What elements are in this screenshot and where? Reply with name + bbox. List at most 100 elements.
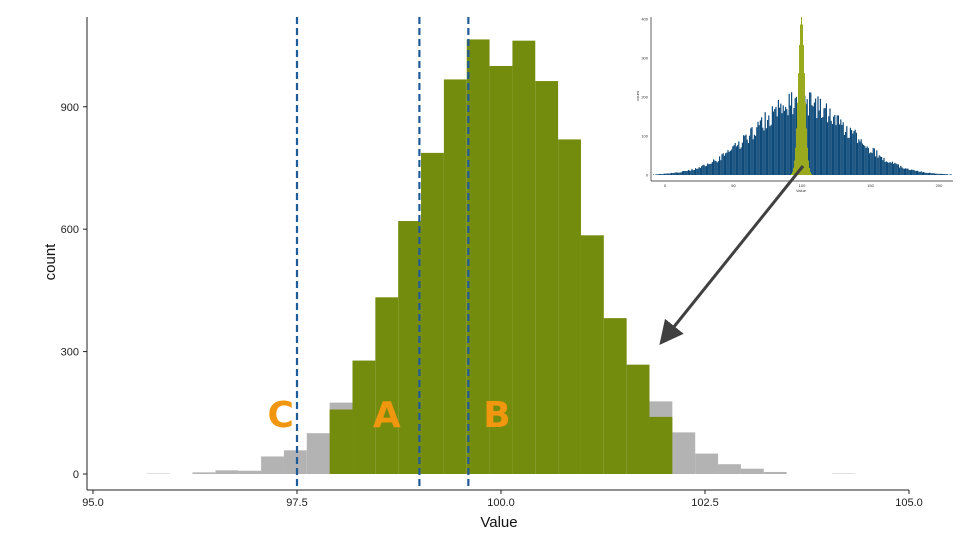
inset-wide-bar — [869, 153, 871, 175]
inset-wide-bar — [822, 117, 824, 175]
inset-wide-bar — [653, 174, 655, 175]
inset-wide-bar — [859, 141, 861, 175]
inset-wide-bar — [914, 170, 916, 175]
inset-wide-bar — [707, 163, 709, 175]
inset-wide-bar — [693, 169, 695, 175]
inset-wide-bar — [833, 116, 835, 175]
inset-wide-bar — [881, 156, 883, 175]
inset-wide-bar — [861, 143, 863, 175]
inset-wide-bar — [908, 169, 910, 175]
inset-wide-bar — [714, 160, 716, 175]
inset-wide-bar — [763, 130, 765, 175]
inset-wide-bar — [849, 127, 851, 175]
inset-wide-bar — [909, 170, 911, 175]
inset-x-ticks: 0 50 100 150 200 — [664, 183, 943, 188]
inset-wide-bar — [669, 173, 671, 175]
green-bar — [512, 40, 536, 474]
inset-wide-bar — [695, 168, 697, 175]
y-tick-label: 900 — [61, 102, 79, 114]
inset-wide-bar — [678, 172, 680, 175]
inset-wide-bar — [887, 162, 889, 175]
inset-y-tick-label: 0 — [646, 173, 649, 178]
inset-wide-bar — [925, 172, 927, 175]
inset-wide-bar — [666, 173, 668, 175]
inset-wide-bar — [674, 172, 676, 175]
inset-wide-bar — [671, 172, 673, 175]
inset-wide-bar — [843, 134, 845, 175]
inset-wide-bar — [845, 131, 847, 175]
inset-wide-bar — [667, 173, 669, 175]
inset-wide-bar — [939, 173, 941, 175]
inset-wide-bar — [696, 169, 698, 175]
inset-y-tick-label: 200 — [641, 95, 648, 100]
inset-wide-bar — [660, 174, 662, 175]
inset-wide-bar — [765, 128, 767, 175]
inset-wide-bar — [930, 173, 932, 175]
inset-wide-bar — [685, 170, 687, 175]
inset-x-tick-label: 50 — [731, 183, 736, 188]
y-axis-title: count — [42, 243, 59, 281]
inset-wide-bar — [745, 134, 747, 175]
grey-bar — [215, 470, 239, 474]
inset-wide-bar — [773, 111, 775, 175]
inset-wide-bar — [726, 152, 728, 175]
inset-wide-bar — [872, 147, 874, 175]
inset-wide-bar — [935, 173, 937, 175]
inset-wide-bar — [918, 171, 920, 175]
inset-narrow-bar — [791, 173, 792, 175]
green-bar — [558, 139, 581, 475]
inset-narrow-bar — [809, 168, 810, 175]
inset-narrow-bar — [796, 128, 797, 175]
inset-wide-bar — [865, 148, 867, 175]
inset-wide-bar — [941, 173, 943, 175]
inset-wide-bar — [819, 98, 821, 175]
inset-narrow-bar — [808, 160, 809, 175]
inset-wide-bar — [817, 96, 819, 175]
inset-x-tick-label: 200 — [936, 183, 943, 188]
inset-wide-bar — [821, 117, 823, 175]
inset-wide-bar — [758, 125, 760, 175]
inset-wide-bar — [895, 163, 897, 175]
inset-wide-bar — [662, 173, 664, 175]
inset-wide-bar — [749, 135, 751, 175]
inset-wide-bar — [750, 128, 752, 175]
inset-wide-bar — [713, 159, 715, 175]
inset-wide-bar — [932, 173, 934, 175]
inset-wide-bar — [788, 93, 790, 175]
inset-wide-bar — [816, 118, 818, 175]
inset-wide-bar — [699, 168, 701, 175]
inset-wide-bar — [907, 168, 909, 175]
inset-wide-bar — [863, 144, 865, 175]
inset-wide-bar — [781, 113, 783, 175]
green-bar — [489, 65, 513, 474]
inset-wide-bar — [661, 174, 663, 175]
inset-wide-bar — [834, 114, 836, 175]
inset-y-tick-label: 300 — [641, 56, 648, 61]
inset-wide-bar — [761, 117, 763, 175]
inset-wide-bar — [698, 167, 700, 175]
grey-bar — [261, 456, 284, 474]
inset-wide-bar — [851, 130, 853, 175]
inset-wide-bar — [837, 115, 839, 175]
inset-wide-bar — [811, 105, 813, 175]
inset-wide-bar — [942, 174, 944, 175]
y-tick-label: 600 — [61, 224, 79, 236]
x-tick-label: 102.5 — [691, 497, 719, 509]
inset-wide-bar — [897, 164, 899, 175]
grey-bar — [238, 470, 262, 474]
inset-wide-bar — [755, 135, 757, 175]
x-tick-label: 95.0 — [82, 497, 103, 509]
inset-wide-bar — [917, 170, 919, 175]
inset-wide-bar — [949, 174, 951, 175]
grey-bar — [695, 453, 719, 474]
inset-wide-bar — [889, 161, 891, 175]
inset-wide-bar — [839, 124, 841, 175]
inset-wide-bar — [785, 106, 787, 175]
inset-narrow-distribution — [791, 17, 812, 175]
inset-wide-bar — [775, 106, 777, 175]
inset-wide-bar — [793, 108, 795, 175]
inset-wide-bar — [731, 149, 733, 175]
inset-wide-bar — [896, 164, 898, 175]
inset-wide-bar — [902, 168, 904, 175]
inset-wide-bar — [894, 162, 896, 175]
